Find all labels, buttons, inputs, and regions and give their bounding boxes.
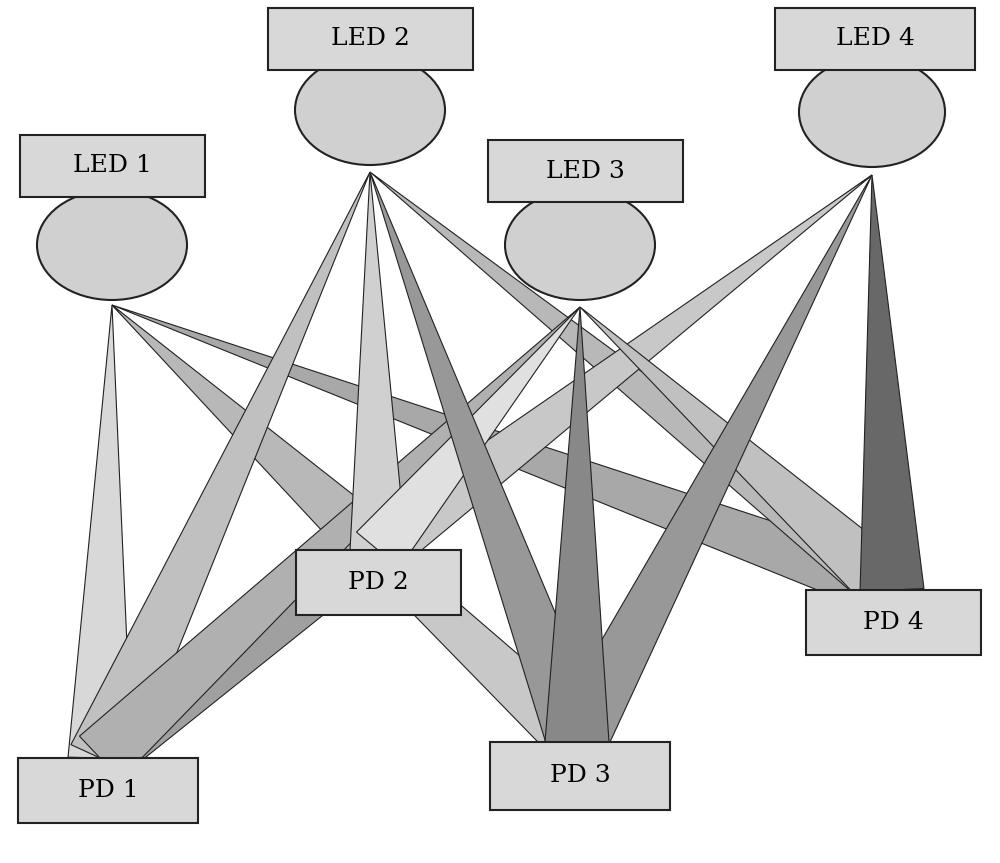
- Bar: [775, 8, 975, 70]
- Bar: [490, 742, 670, 810]
- Ellipse shape: [799, 57, 945, 167]
- Bar: [268, 8, 473, 70]
- Polygon shape: [370, 172, 605, 753]
- Polygon shape: [83, 175, 872, 780]
- Polygon shape: [112, 305, 397, 570]
- Bar: [296, 550, 461, 615]
- Polygon shape: [79, 307, 580, 780]
- Polygon shape: [370, 172, 910, 612]
- Ellipse shape: [295, 55, 445, 165]
- Polygon shape: [112, 305, 596, 762]
- Polygon shape: [71, 172, 370, 772]
- Polygon shape: [860, 175, 924, 591]
- Bar: [20, 135, 205, 197]
- Ellipse shape: [505, 190, 655, 300]
- Bar: [18, 758, 198, 823]
- Text: LED 3: LED 3: [546, 160, 625, 182]
- Polygon shape: [545, 307, 609, 742]
- Polygon shape: [68, 305, 132, 759]
- Polygon shape: [550, 175, 872, 756]
- Polygon shape: [112, 305, 902, 616]
- Polygon shape: [580, 307, 912, 612]
- Text: PD 2: PD 2: [348, 571, 409, 594]
- Text: LED 2: LED 2: [331, 28, 410, 51]
- Text: PD 1: PD 1: [78, 779, 138, 802]
- Text: LED 1: LED 1: [73, 154, 152, 178]
- Bar: [488, 140, 683, 202]
- Polygon shape: [350, 172, 406, 551]
- Text: PD 3: PD 3: [550, 765, 610, 788]
- Polygon shape: [361, 175, 872, 572]
- Bar: [806, 590, 981, 655]
- Text: PD 4: PD 4: [863, 611, 924, 634]
- Polygon shape: [356, 307, 580, 568]
- Text: LED 4: LED 4: [836, 28, 914, 51]
- Ellipse shape: [37, 190, 187, 300]
